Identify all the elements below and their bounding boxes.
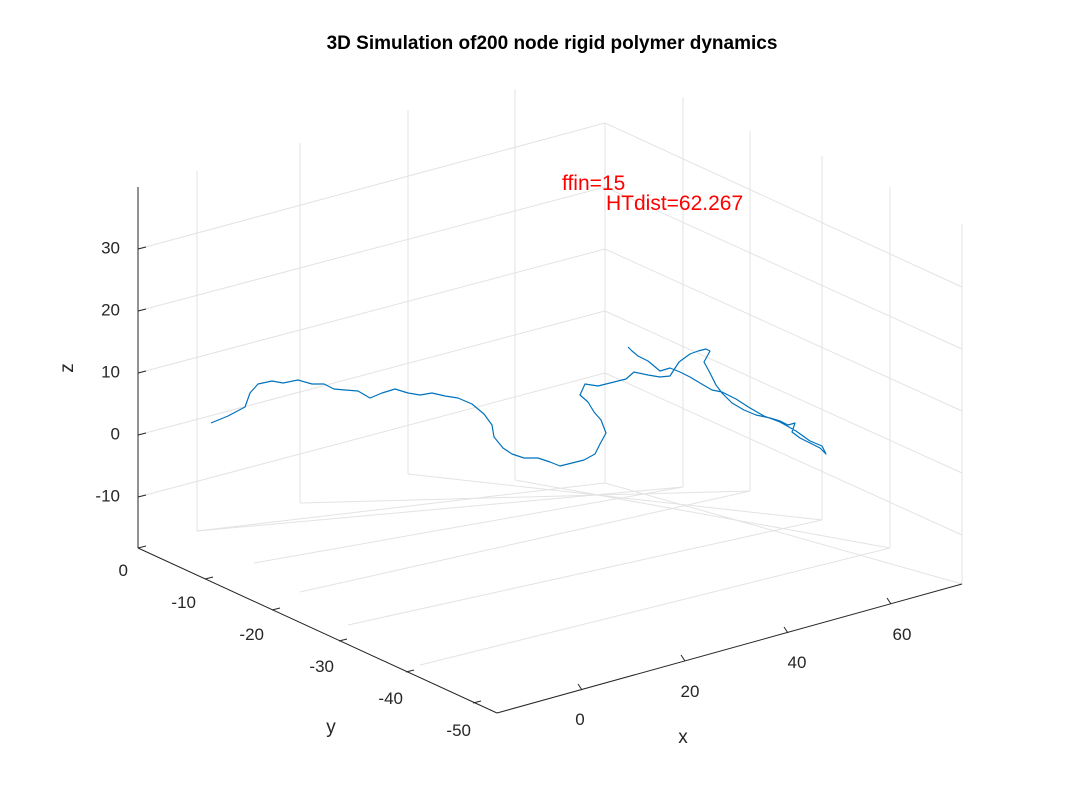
annotation-htdist: HTdist=62.267 bbox=[606, 192, 743, 215]
axes bbox=[137, 187, 963, 714]
x-tick bbox=[886, 597, 892, 605]
chart-title: 3D Simulation of200 node rigid polymer d… bbox=[327, 33, 778, 54]
grid-z-right bbox=[604, 248, 963, 412]
x-tick bbox=[783, 626, 789, 634]
grid-floor bbox=[419, 547, 891, 666]
z-tick bbox=[137, 308, 147, 312]
z-tick-label: 10 bbox=[101, 362, 120, 381]
grid-floor bbox=[347, 519, 823, 626]
y-axis-line bbox=[137, 547, 498, 714]
grid-z-left bbox=[137, 310, 606, 436]
x-tick-label: 0 bbox=[575, 710, 584, 729]
grid-floor bbox=[407, 473, 823, 521]
grid-floor bbox=[604, 482, 963, 585]
y-tick-label: -50 bbox=[446, 721, 471, 740]
y-tick bbox=[271, 607, 281, 611]
series-layer bbox=[210, 346, 827, 467]
grid-z-left bbox=[137, 248, 606, 374]
tick-marks bbox=[137, 246, 892, 704]
y-tick bbox=[137, 545, 147, 549]
y-tick-label: -20 bbox=[239, 625, 264, 644]
x-tick-label: 20 bbox=[681, 682, 700, 701]
grid-floor bbox=[253, 486, 684, 564]
x-tick-label: 60 bbox=[893, 625, 912, 644]
polymer-chain-line bbox=[210, 346, 827, 467]
y-tick-label: -10 bbox=[171, 593, 196, 612]
grid-z-right bbox=[604, 310, 963, 474]
tick-labels: 30 20 10 0 -10 0 -10 -20 -30 -40 -50 0 2… bbox=[95, 238, 911, 740]
y-tick-label: -40 bbox=[378, 689, 403, 708]
grid-floor bbox=[299, 490, 751, 504]
z-tick-label: -10 bbox=[95, 486, 120, 505]
y-tick-label: 0 bbox=[119, 561, 128, 580]
x-tick bbox=[577, 683, 583, 691]
y-tick bbox=[405, 669, 415, 673]
y-tick bbox=[338, 638, 348, 642]
grid-floor bbox=[514, 479, 891, 549]
grid-z-right bbox=[604, 186, 963, 350]
z-tick bbox=[137, 370, 147, 374]
z-tick bbox=[137, 246, 147, 250]
x-tick bbox=[680, 654, 686, 662]
z-tick bbox=[137, 432, 147, 436]
grid-floor bbox=[196, 482, 606, 532]
y-axis-label: y bbox=[326, 717, 336, 738]
grid-lines bbox=[137, 89, 963, 666]
grid-z-left bbox=[137, 122, 606, 250]
z-tick-label: 20 bbox=[101, 300, 120, 319]
grid-z-right bbox=[604, 372, 963, 536]
grid-z-left bbox=[137, 186, 606, 312]
z-tick-label: 0 bbox=[111, 424, 120, 443]
x-axis-label: x bbox=[678, 727, 688, 748]
z-tick-label: 30 bbox=[101, 238, 120, 257]
y-tick bbox=[204, 576, 214, 580]
z-axis-label: z bbox=[57, 363, 78, 373]
grid-z-left bbox=[137, 372, 606, 498]
x-axis-line bbox=[496, 583, 963, 714]
annotation-ffin: ffin=15 bbox=[562, 172, 625, 195]
y-tick bbox=[472, 700, 482, 704]
grid-floor bbox=[299, 490, 751, 593]
grid-z-right bbox=[604, 122, 963, 288]
z-tick bbox=[137, 494, 147, 498]
x-tick-label: 40 bbox=[788, 653, 807, 672]
grid-floor bbox=[196, 486, 684, 532]
y-tick-label: -30 bbox=[309, 657, 334, 676]
